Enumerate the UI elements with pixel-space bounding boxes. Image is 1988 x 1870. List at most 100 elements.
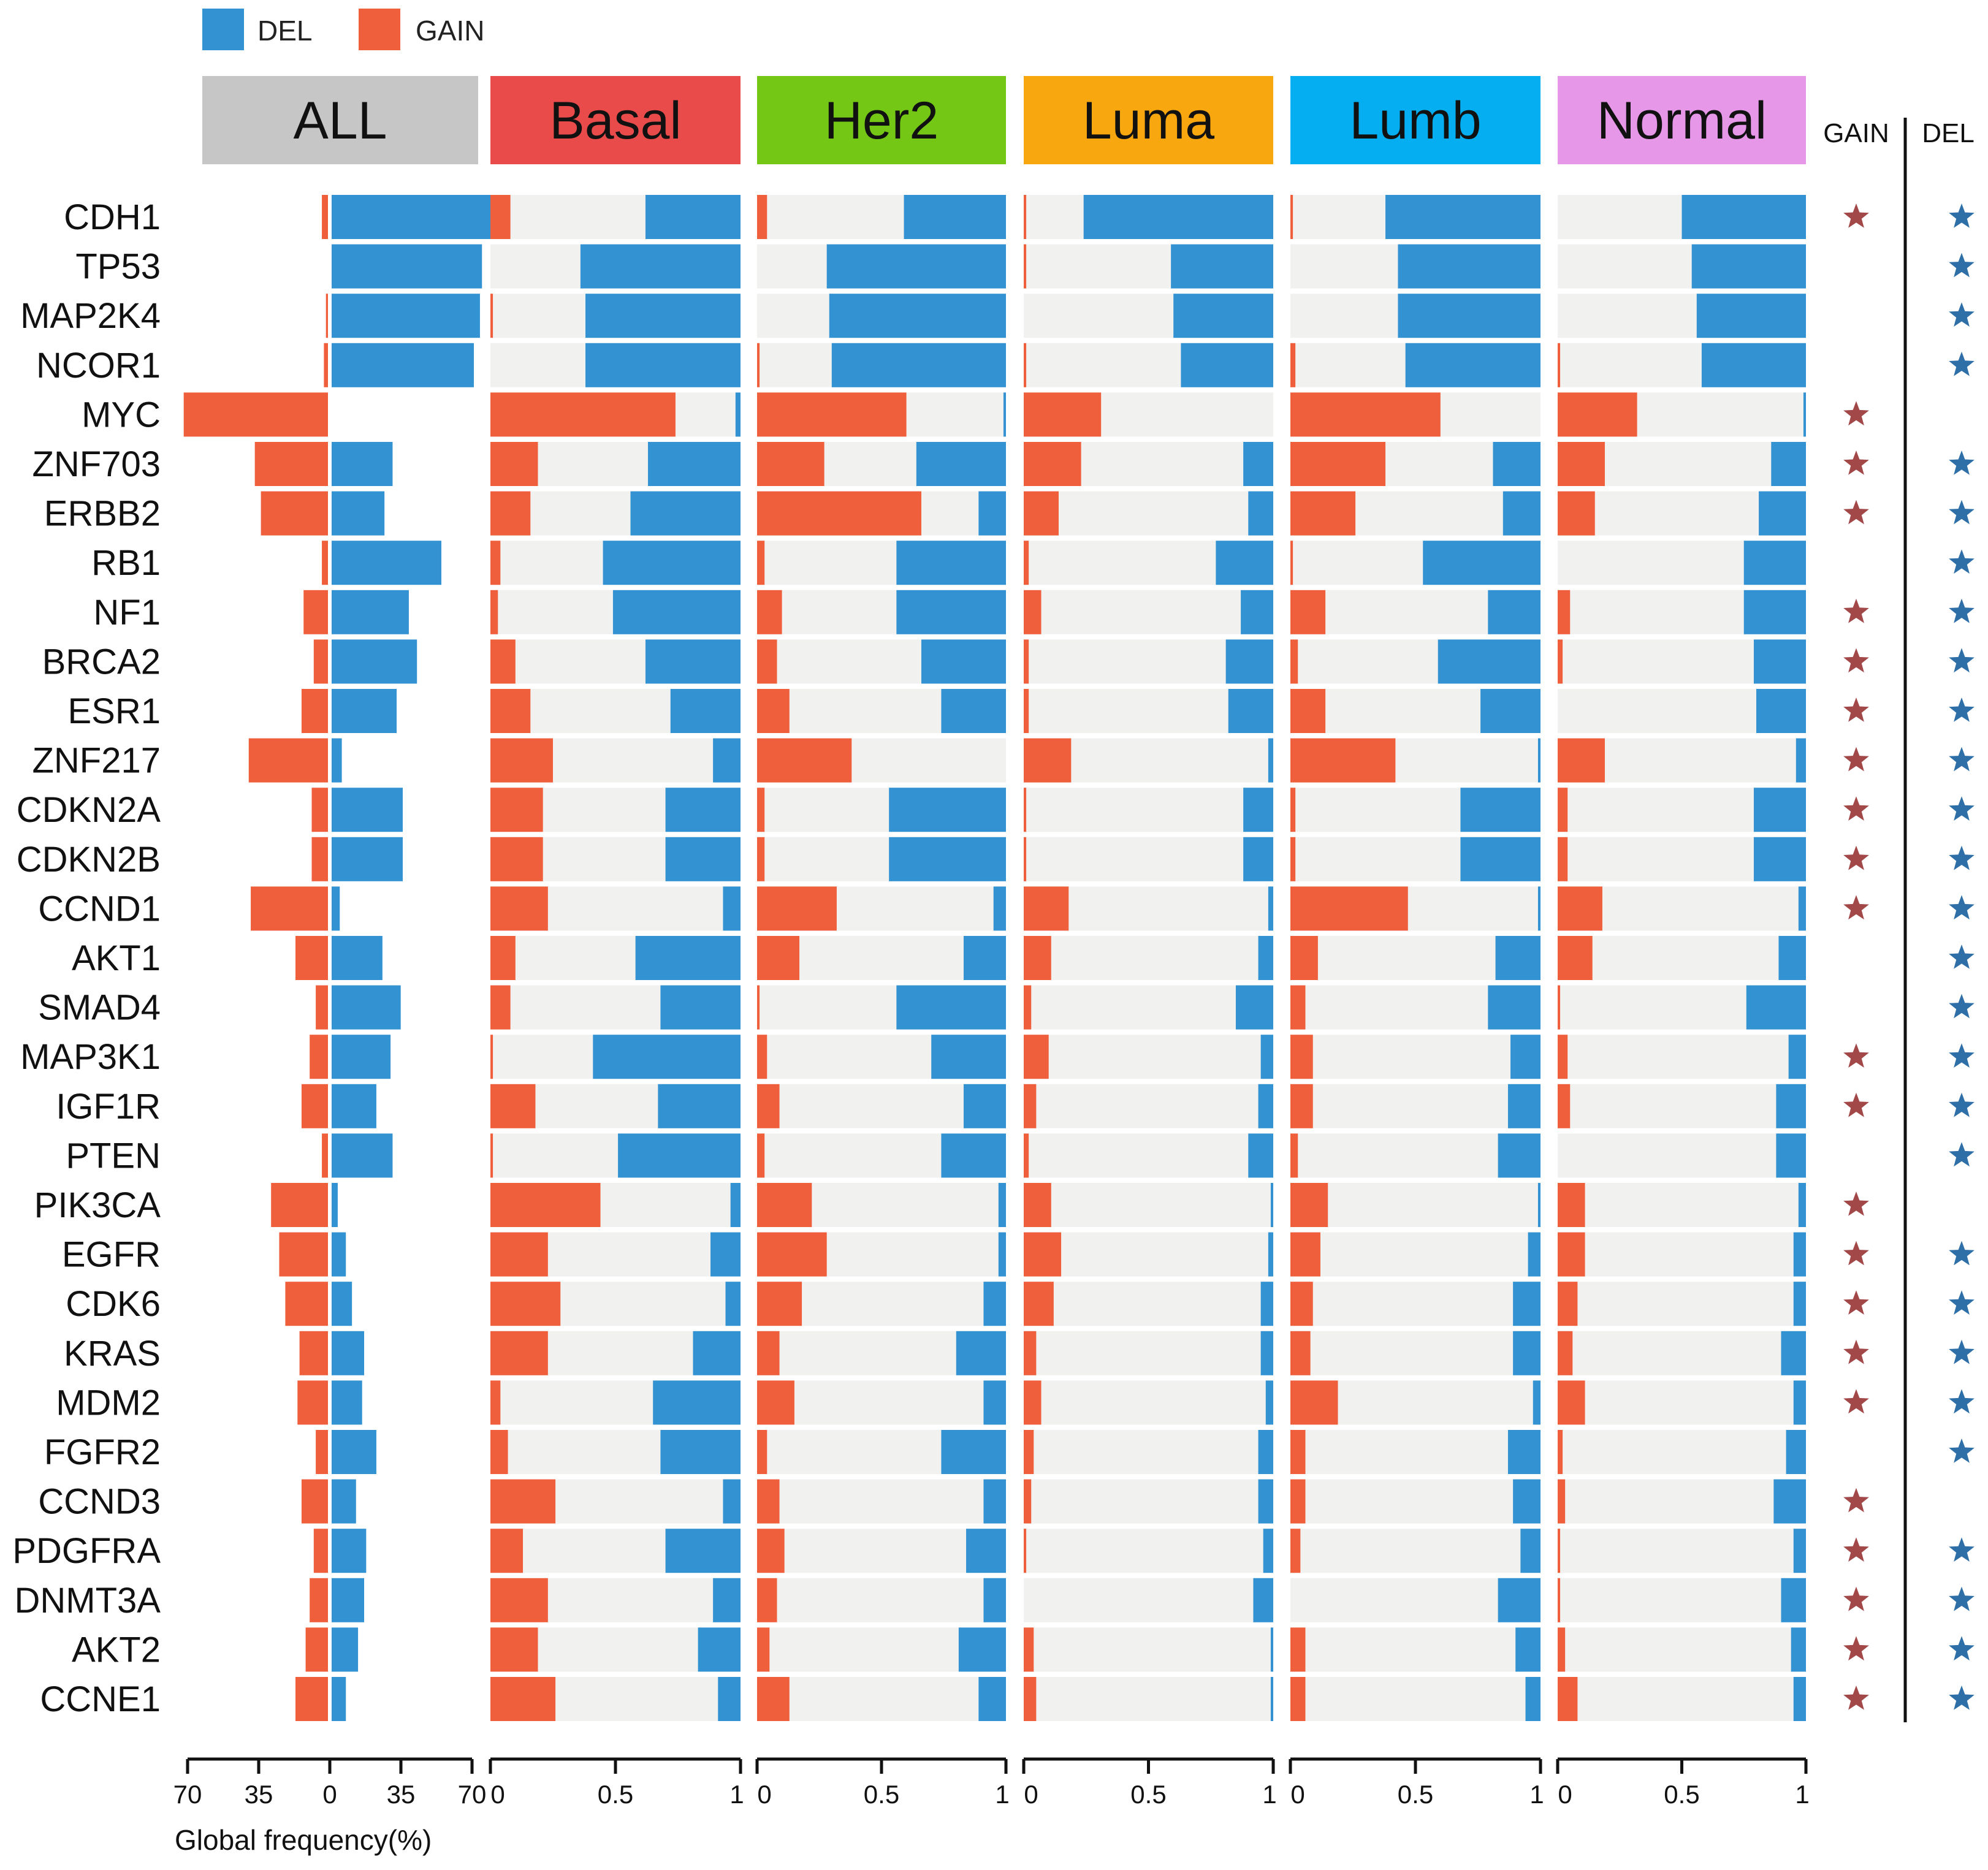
- bar-lumb-del: [1488, 985, 1541, 1030]
- bar-basal-del: [580, 244, 741, 289]
- bar-bg-lumb: [1290, 1183, 1541, 1227]
- sig-star-gain: [1843, 1389, 1869, 1414]
- bar-lumb-gain: [1290, 491, 1356, 536]
- bar-her2-gain: [757, 788, 765, 832]
- bar-bg-normal: [1558, 1479, 1806, 1524]
- bar-her2-gain: [757, 343, 760, 387]
- bar-her2-gain: [757, 1430, 767, 1474]
- bar-normal-gain: [1558, 343, 1561, 387]
- bar-lumb-del: [1533, 1380, 1541, 1425]
- bar-lumb-del: [1460, 837, 1541, 881]
- bar-basal-gain: [490, 1430, 508, 1474]
- bar-lumb-gain: [1290, 689, 1326, 733]
- bar-lumb-del: [1495, 936, 1541, 980]
- gene-label-cdkn2a: CDKN2A: [17, 790, 161, 830]
- sig-star-del: [1949, 203, 1975, 228]
- bar-her2-del: [941, 1133, 1006, 1178]
- sig-star-gain: [1843, 203, 1869, 228]
- bar-lumb-del: [1405, 343, 1541, 387]
- bar-all-del: [332, 1529, 367, 1573]
- sig-star-del: [1949, 1389, 1975, 1414]
- axis-lumb-tick-label: 0: [1290, 1780, 1304, 1809]
- bar-luma-del: [1243, 788, 1273, 832]
- bar-normal-del: [1793, 1282, 1806, 1326]
- gene-label-pik3ca: PIK3CA: [34, 1185, 161, 1225]
- sig-header-gain: GAIN: [1823, 118, 1889, 148]
- bar-basal-gain: [490, 1578, 548, 1622]
- bar-her2-gain: [757, 1380, 794, 1425]
- axis-all-tick-label: 35: [387, 1780, 416, 1809]
- sig-star-gain: [1843, 1043, 1869, 1068]
- legend-gain-label: GAIN: [416, 15, 484, 47]
- bar-all-del: [332, 1479, 356, 1524]
- bar-normal-del: [1759, 491, 1806, 536]
- bar-luma-gain: [1024, 1035, 1049, 1079]
- bar-all-gain: [279, 1232, 328, 1277]
- sig-star-del: [1949, 747, 1975, 772]
- bar-lumb-del: [1515, 1627, 1541, 1672]
- bar-luma-gain: [1024, 244, 1027, 289]
- bar-normal-gain: [1558, 985, 1561, 1030]
- bar-normal-gain: [1558, 1529, 1561, 1573]
- bar-luma-gain: [1024, 837, 1027, 881]
- bar-bg-normal: [1558, 1578, 1806, 1622]
- sig-star-gain: [1843, 1092, 1869, 1117]
- bar-luma-gain: [1024, 541, 1029, 585]
- bar-luma-del: [1268, 1232, 1273, 1277]
- bar-luma-del: [1258, 1430, 1273, 1474]
- bar-bg-luma: [1024, 1380, 1273, 1425]
- bar-bg-lumb: [1290, 1430, 1541, 1474]
- bar-luma-del: [1235, 985, 1273, 1030]
- bar-all-gain: [313, 1529, 328, 1573]
- bar-luma-gain: [1024, 689, 1029, 733]
- bar-her2-gain: [757, 491, 921, 536]
- sig-header-del: DEL: [1922, 118, 1975, 148]
- sig-star-gain: [1843, 1192, 1869, 1216]
- bar-normal-del: [1788, 1035, 1806, 1079]
- bar-her2-gain: [757, 689, 790, 733]
- bar-bg-luma: [1024, 1035, 1273, 1079]
- bar-bg-luma: [1024, 788, 1273, 832]
- bar-her2-del: [931, 1035, 1006, 1079]
- bar-all-gain: [310, 1035, 328, 1079]
- bar-lumb-del: [1528, 1232, 1541, 1277]
- bar-bg-normal: [1558, 1084, 1806, 1128]
- bar-all-gain: [301, 689, 328, 733]
- header-her2: [757, 76, 1006, 164]
- bar-luma-del: [1083, 195, 1273, 239]
- bar-basal-gain: [490, 1380, 501, 1425]
- bar-bg-luma: [1024, 1183, 1273, 1227]
- bar-all-del: [332, 1183, 338, 1227]
- bar-bg-normal: [1558, 1035, 1806, 1079]
- bar-bg-luma: [1024, 936, 1273, 980]
- bar-normal-del: [1781, 1578, 1806, 1622]
- gene-label-ccne1: CCNE1: [40, 1679, 161, 1719]
- bar-all-del: [332, 195, 497, 239]
- bar-her2-del: [904, 195, 1006, 239]
- bar-her2-gain: [757, 541, 765, 585]
- sig-star-gain: [1843, 500, 1869, 525]
- sig-star-del: [1949, 1537, 1975, 1562]
- sig-star-del: [1949, 253, 1975, 278]
- bar-her2-gain: [757, 1133, 765, 1178]
- bar-her2-del: [963, 936, 1006, 980]
- bar-her2-gain: [757, 392, 907, 437]
- bar-lumb-gain: [1290, 1529, 1301, 1573]
- bar-bg-luma: [1024, 985, 1273, 1030]
- bar-basal-gain: [490, 1035, 493, 1079]
- bar-all-del: [332, 1627, 359, 1672]
- bar-luma-gain: [1024, 886, 1069, 931]
- bar-basal-gain: [490, 837, 543, 881]
- bar-all-del: [332, 936, 383, 980]
- bar-bg-luma: [1024, 1479, 1273, 1524]
- sig-star-del: [1949, 351, 1975, 376]
- bar-all-gain: [295, 936, 328, 980]
- bar-her2-gain: [757, 639, 777, 684]
- bar-luma-gain: [1024, 590, 1042, 634]
- bar-luma-del: [1260, 1282, 1273, 1326]
- bar-all-gain: [299, 1331, 328, 1375]
- bar-normal-del: [1803, 392, 1806, 437]
- bar-basal-del: [660, 985, 741, 1030]
- bar-her2-gain: [757, 1084, 780, 1128]
- bar-bg-her2: [757, 1380, 1006, 1425]
